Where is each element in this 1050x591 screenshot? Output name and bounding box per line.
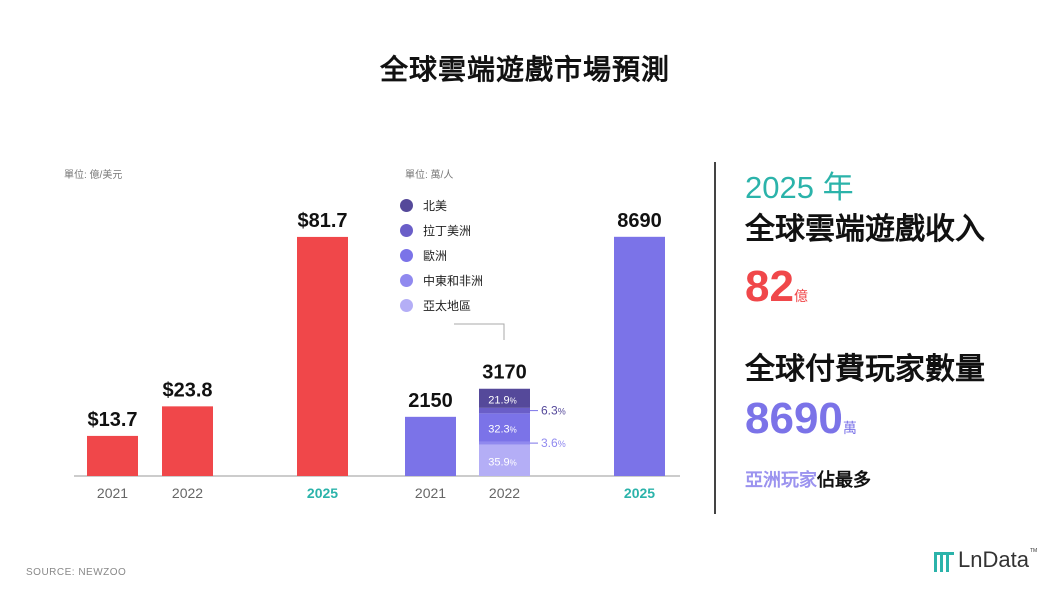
asia-note-highlight: 亞洲玩家 (745, 470, 817, 490)
revenue-unit-label: 單位: 億/美元 (64, 170, 123, 181)
players-unit: 萬 (842, 420, 857, 436)
data-label: $81.7 (297, 210, 347, 232)
legend-connector (454, 323, 505, 340)
bar-segment-label: 6.3% (541, 404, 566, 418)
players-number: 8690 (745, 394, 843, 443)
revenue-value: 82億 (745, 262, 808, 312)
legend-swatch (400, 249, 413, 262)
legend-swatch (400, 299, 413, 312)
bar-segment-label: 21.9% (488, 394, 517, 406)
legend-label: 中東和非洲 (423, 274, 484, 288)
revenue-unit: 億 (793, 288, 808, 304)
players-unit-label: 單位: 萬/人 (405, 170, 454, 181)
x-tick-label: 2021 (97, 485, 128, 501)
legend-item: 北美 (400, 193, 483, 218)
legend-label: 拉丁美洲 (423, 224, 472, 238)
legend-swatch (400, 199, 413, 212)
bar (405, 416, 456, 476)
lndata-logo-icon (934, 552, 954, 572)
revenue-heading: 全球雲端遊戲收入 (745, 213, 985, 246)
x-tick-label: 2022 (489, 485, 520, 501)
data-label: $13.7 (87, 409, 137, 431)
bar (297, 236, 348, 476)
x-tick-label: 2025 (624, 485, 655, 501)
revenue-number: 82 (745, 262, 794, 311)
bar-segment-label: 3.6% (541, 436, 566, 450)
x-tick-label: 2021 (415, 485, 446, 501)
x-tick-label: 2022 (172, 485, 203, 501)
bar-segment (479, 413, 530, 442)
trademark-mark: TM (1029, 548, 1038, 554)
players-heading: 全球付費玩家數量 (745, 353, 985, 386)
data-label: 2150 (408, 390, 453, 412)
legend: 北美拉丁美洲歐洲中東和非洲亞太地區 (400, 193, 483, 318)
page-title: 全球雲端遊戲市場預測 (379, 54, 670, 85)
bar (162, 406, 213, 476)
bar-segment (479, 444, 530, 476)
lndata-logo-text: LnData (958, 547, 1029, 572)
bar (87, 435, 138, 476)
x-tick-label: 2025 (307, 485, 338, 501)
legend-swatch (400, 224, 413, 237)
bar-segment (479, 388, 530, 408)
summary-year: 2025 年 (745, 170, 854, 205)
data-label: $23.8 (162, 379, 212, 401)
legend-item: 歐洲 (400, 243, 483, 268)
data-label: 8690 (617, 210, 662, 232)
bar-segment (479, 441, 530, 445)
players-value: 8690萬 (745, 394, 857, 444)
source-note: SOURCE: NEWZOO (26, 567, 127, 578)
chart: $13.7 2021 $23.8 2022 $81.7 2025 2150 2021 35.9%… (74, 210, 680, 501)
asia-note: 亞洲玩家佔最多 (745, 466, 871, 492)
legend-label: 北美 (423, 199, 448, 213)
legend-item: 亞太地區 (400, 293, 483, 318)
data-label: 3170 (482, 362, 527, 384)
legend-swatch (400, 274, 413, 287)
divider (714, 162, 716, 514)
bar (614, 236, 665, 476)
bar-segment-label: 32.3% (488, 423, 517, 435)
asia-note-rest: 佔最多 (817, 470, 871, 490)
legend-item: 中東和非洲 (400, 268, 483, 293)
legend-item: 拉丁美洲 (400, 218, 483, 243)
bar-segment (479, 407, 530, 414)
legend-label: 歐洲 (423, 249, 448, 263)
bar-segment-label: 35.9% (488, 456, 517, 468)
legend-label: 亞太地區 (423, 299, 472, 313)
lndata-logo: LnData TM (934, 548, 1037, 572)
